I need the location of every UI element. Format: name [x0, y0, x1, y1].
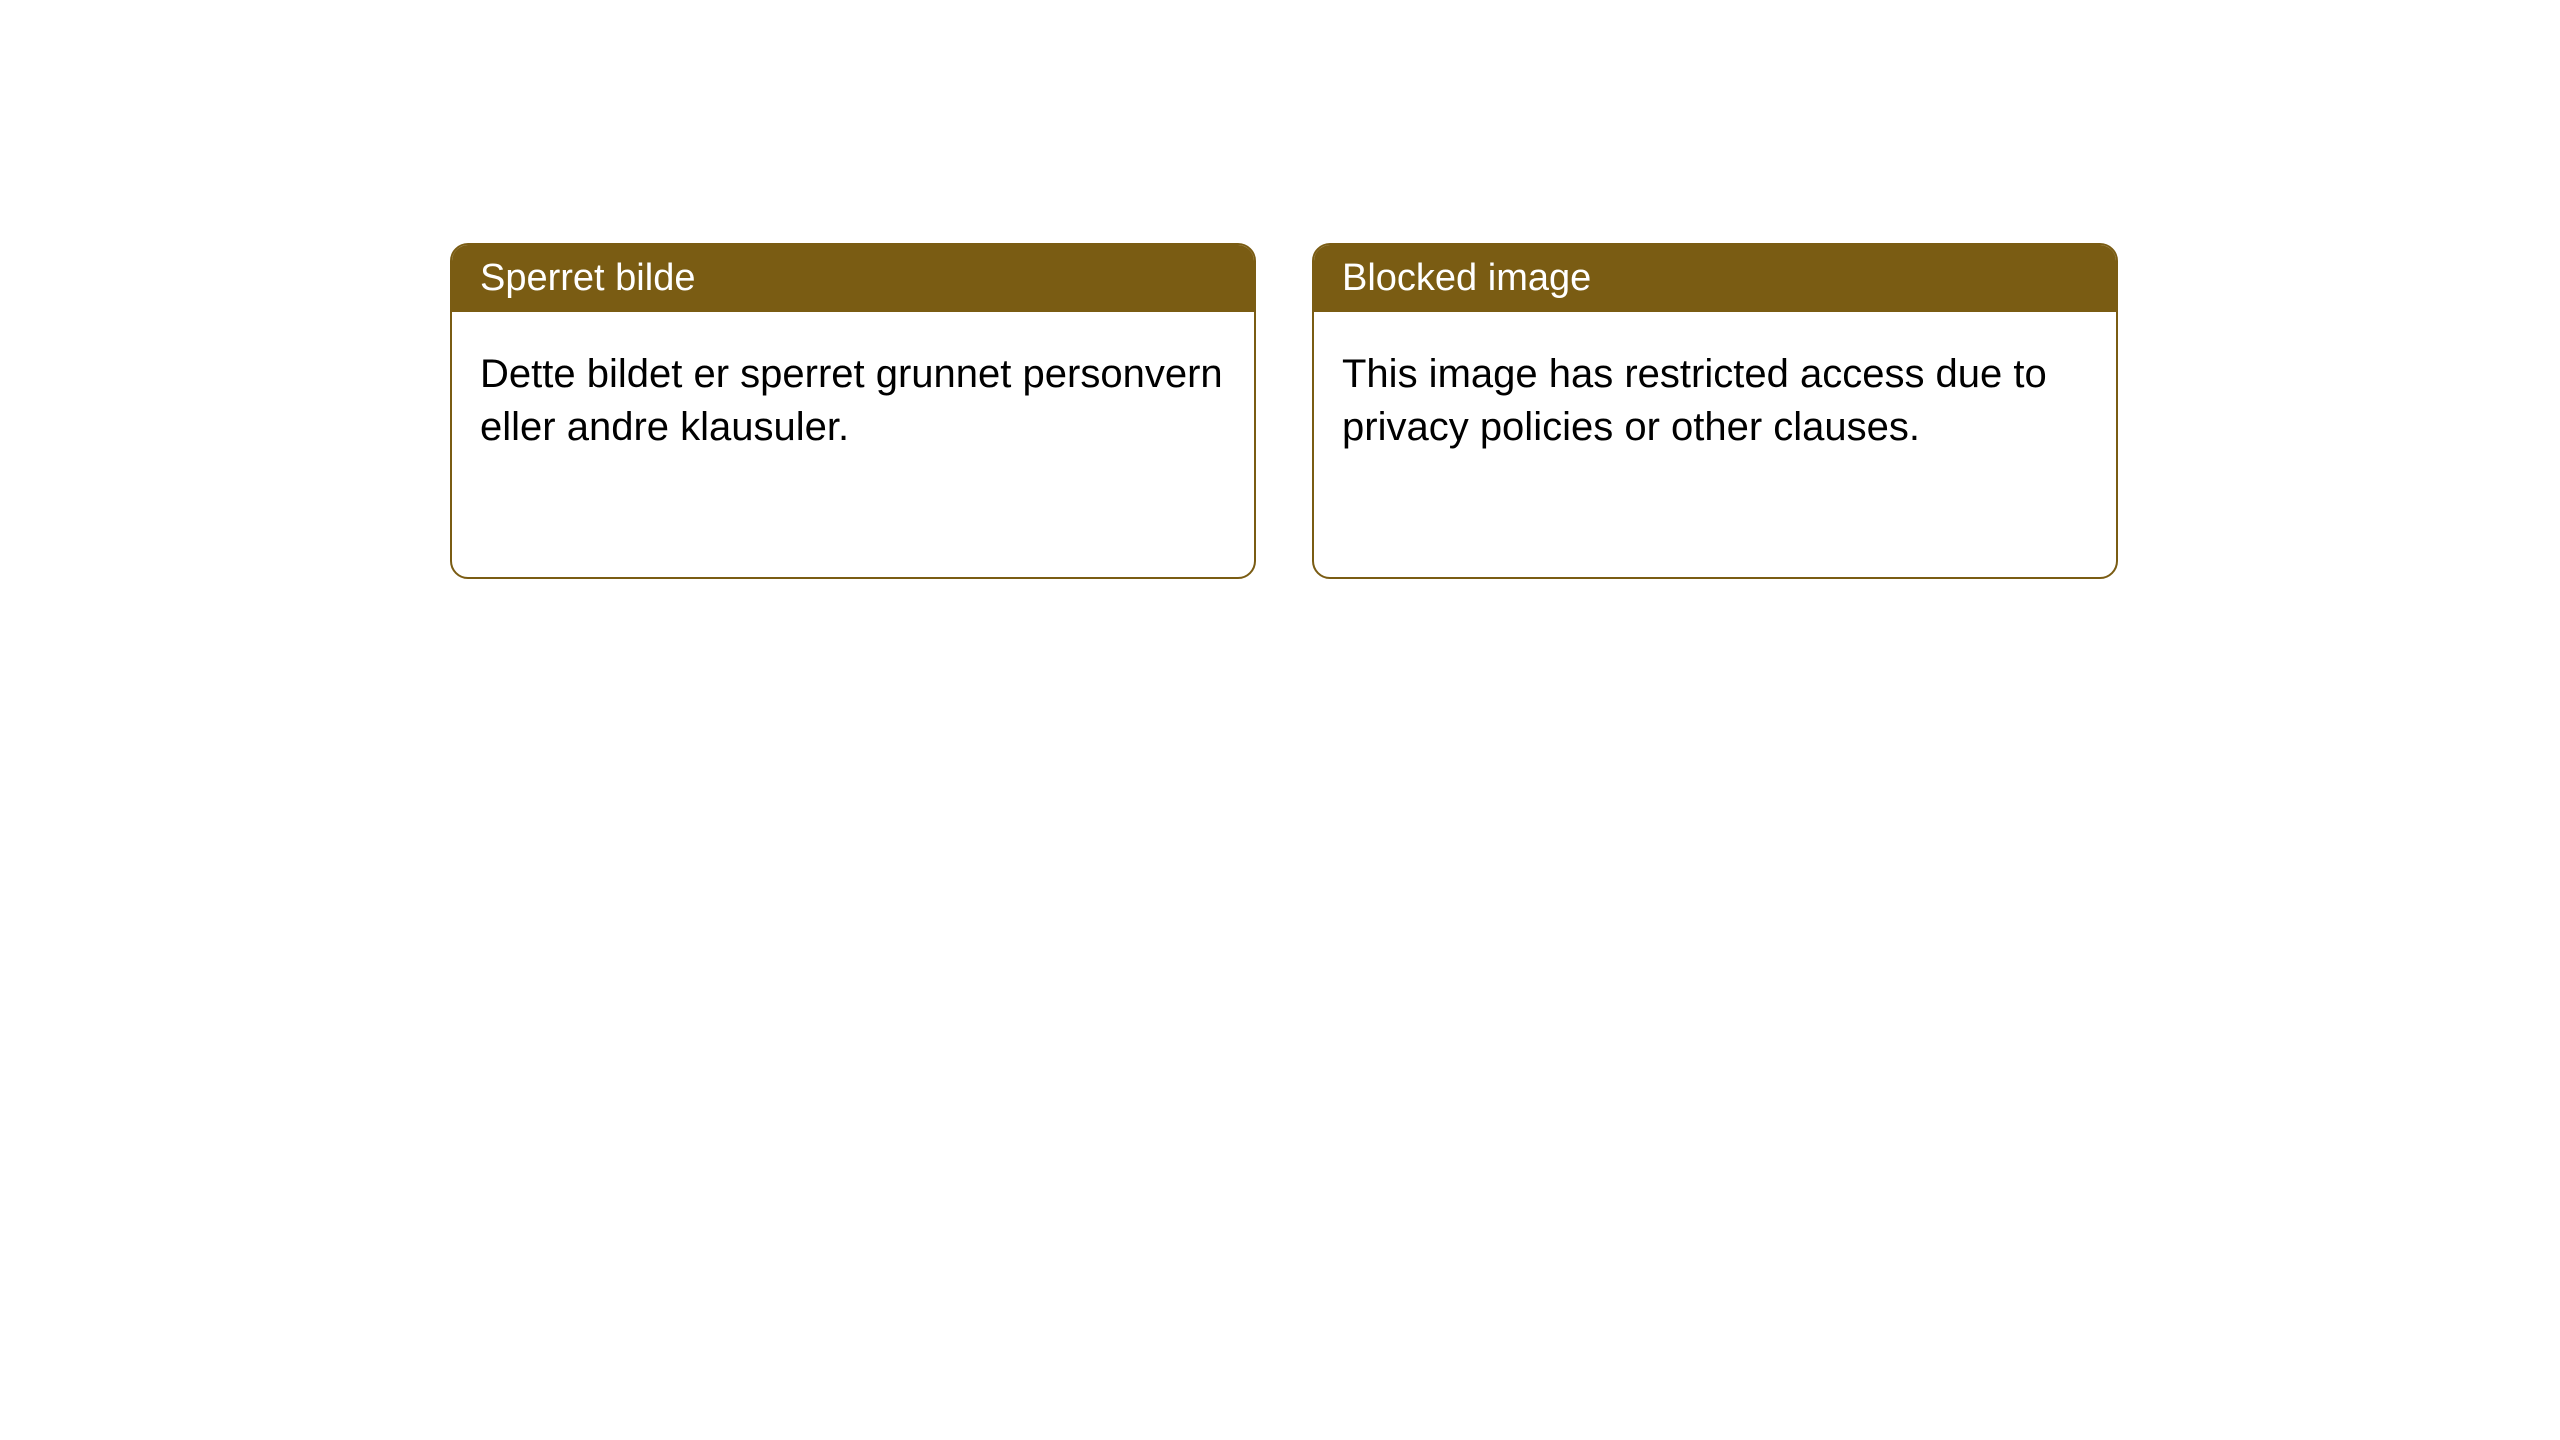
notice-card-english: Blocked image This image has restricted … — [1312, 243, 2118, 579]
notice-card-norwegian: Sperret bilde Dette bildet er sperret gr… — [450, 243, 1256, 579]
card-text: Dette bildet er sperret grunnet personve… — [480, 352, 1223, 449]
card-body: This image has restricted access due to … — [1314, 312, 2116, 490]
notice-container: Sperret bilde Dette bildet er sperret gr… — [0, 0, 2560, 579]
card-header: Blocked image — [1314, 245, 2116, 312]
card-title: Sperret bilde — [480, 257, 695, 299]
card-header: Sperret bilde — [452, 245, 1254, 312]
card-title: Blocked image — [1342, 257, 1591, 299]
card-body: Dette bildet er sperret grunnet personve… — [452, 312, 1254, 490]
card-text: This image has restricted access due to … — [1342, 352, 2047, 449]
